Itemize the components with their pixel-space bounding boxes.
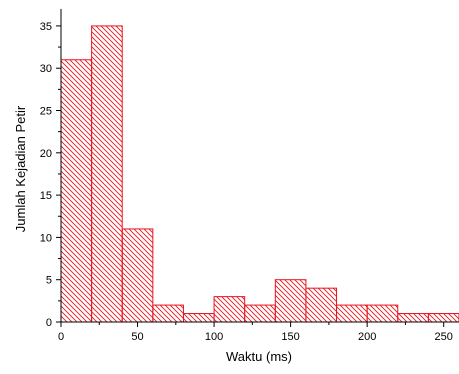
y-tick-label: 5 [46, 275, 52, 287]
y-tick-label: 15 [40, 190, 52, 202]
y-tick-label: 30 [40, 63, 52, 75]
histogram-bar [121, 228, 154, 323]
x-tick-label: 0 [58, 331, 64, 343]
y-tick-label: 10 [40, 232, 52, 244]
x-tick-label: 50 [131, 331, 143, 343]
histogram-bar [182, 313, 215, 323]
x-tick-label: 200 [358, 331, 376, 343]
bars-group [60, 25, 459, 323]
histogram-bar [213, 296, 246, 323]
x-tick-label: 250 [435, 331, 453, 343]
histogram-bar [305, 287, 338, 323]
histogram-bar [397, 313, 429, 323]
axes-group [60, 9, 459, 323]
histogram-bar [91, 25, 123, 323]
x-tick-label: 150 [281, 331, 299, 343]
ticks-group: 0 5 10 15 20 25 30 35 0 50 100 150 200 250 [40, 21, 453, 343]
y-tick-label: 25 [40, 106, 52, 118]
histogram-bar [336, 304, 368, 323]
y-axis-title: Jumlah Kejadian Petir [13, 105, 28, 232]
histogram-bar [152, 304, 184, 323]
histogram-bar [427, 313, 459, 323]
x-axis-title: Waktu (ms) [226, 349, 292, 364]
histogram-bar [60, 59, 93, 323]
y-tick-label: 35 [40, 21, 52, 33]
x-tick-label: 100 [205, 331, 223, 343]
histogram-bar [366, 304, 399, 323]
histogram-bar [274, 279, 307, 323]
y-tick-label: 0 [46, 317, 52, 329]
y-tick-label: 20 [40, 148, 52, 160]
histogram-bar [244, 304, 276, 323]
